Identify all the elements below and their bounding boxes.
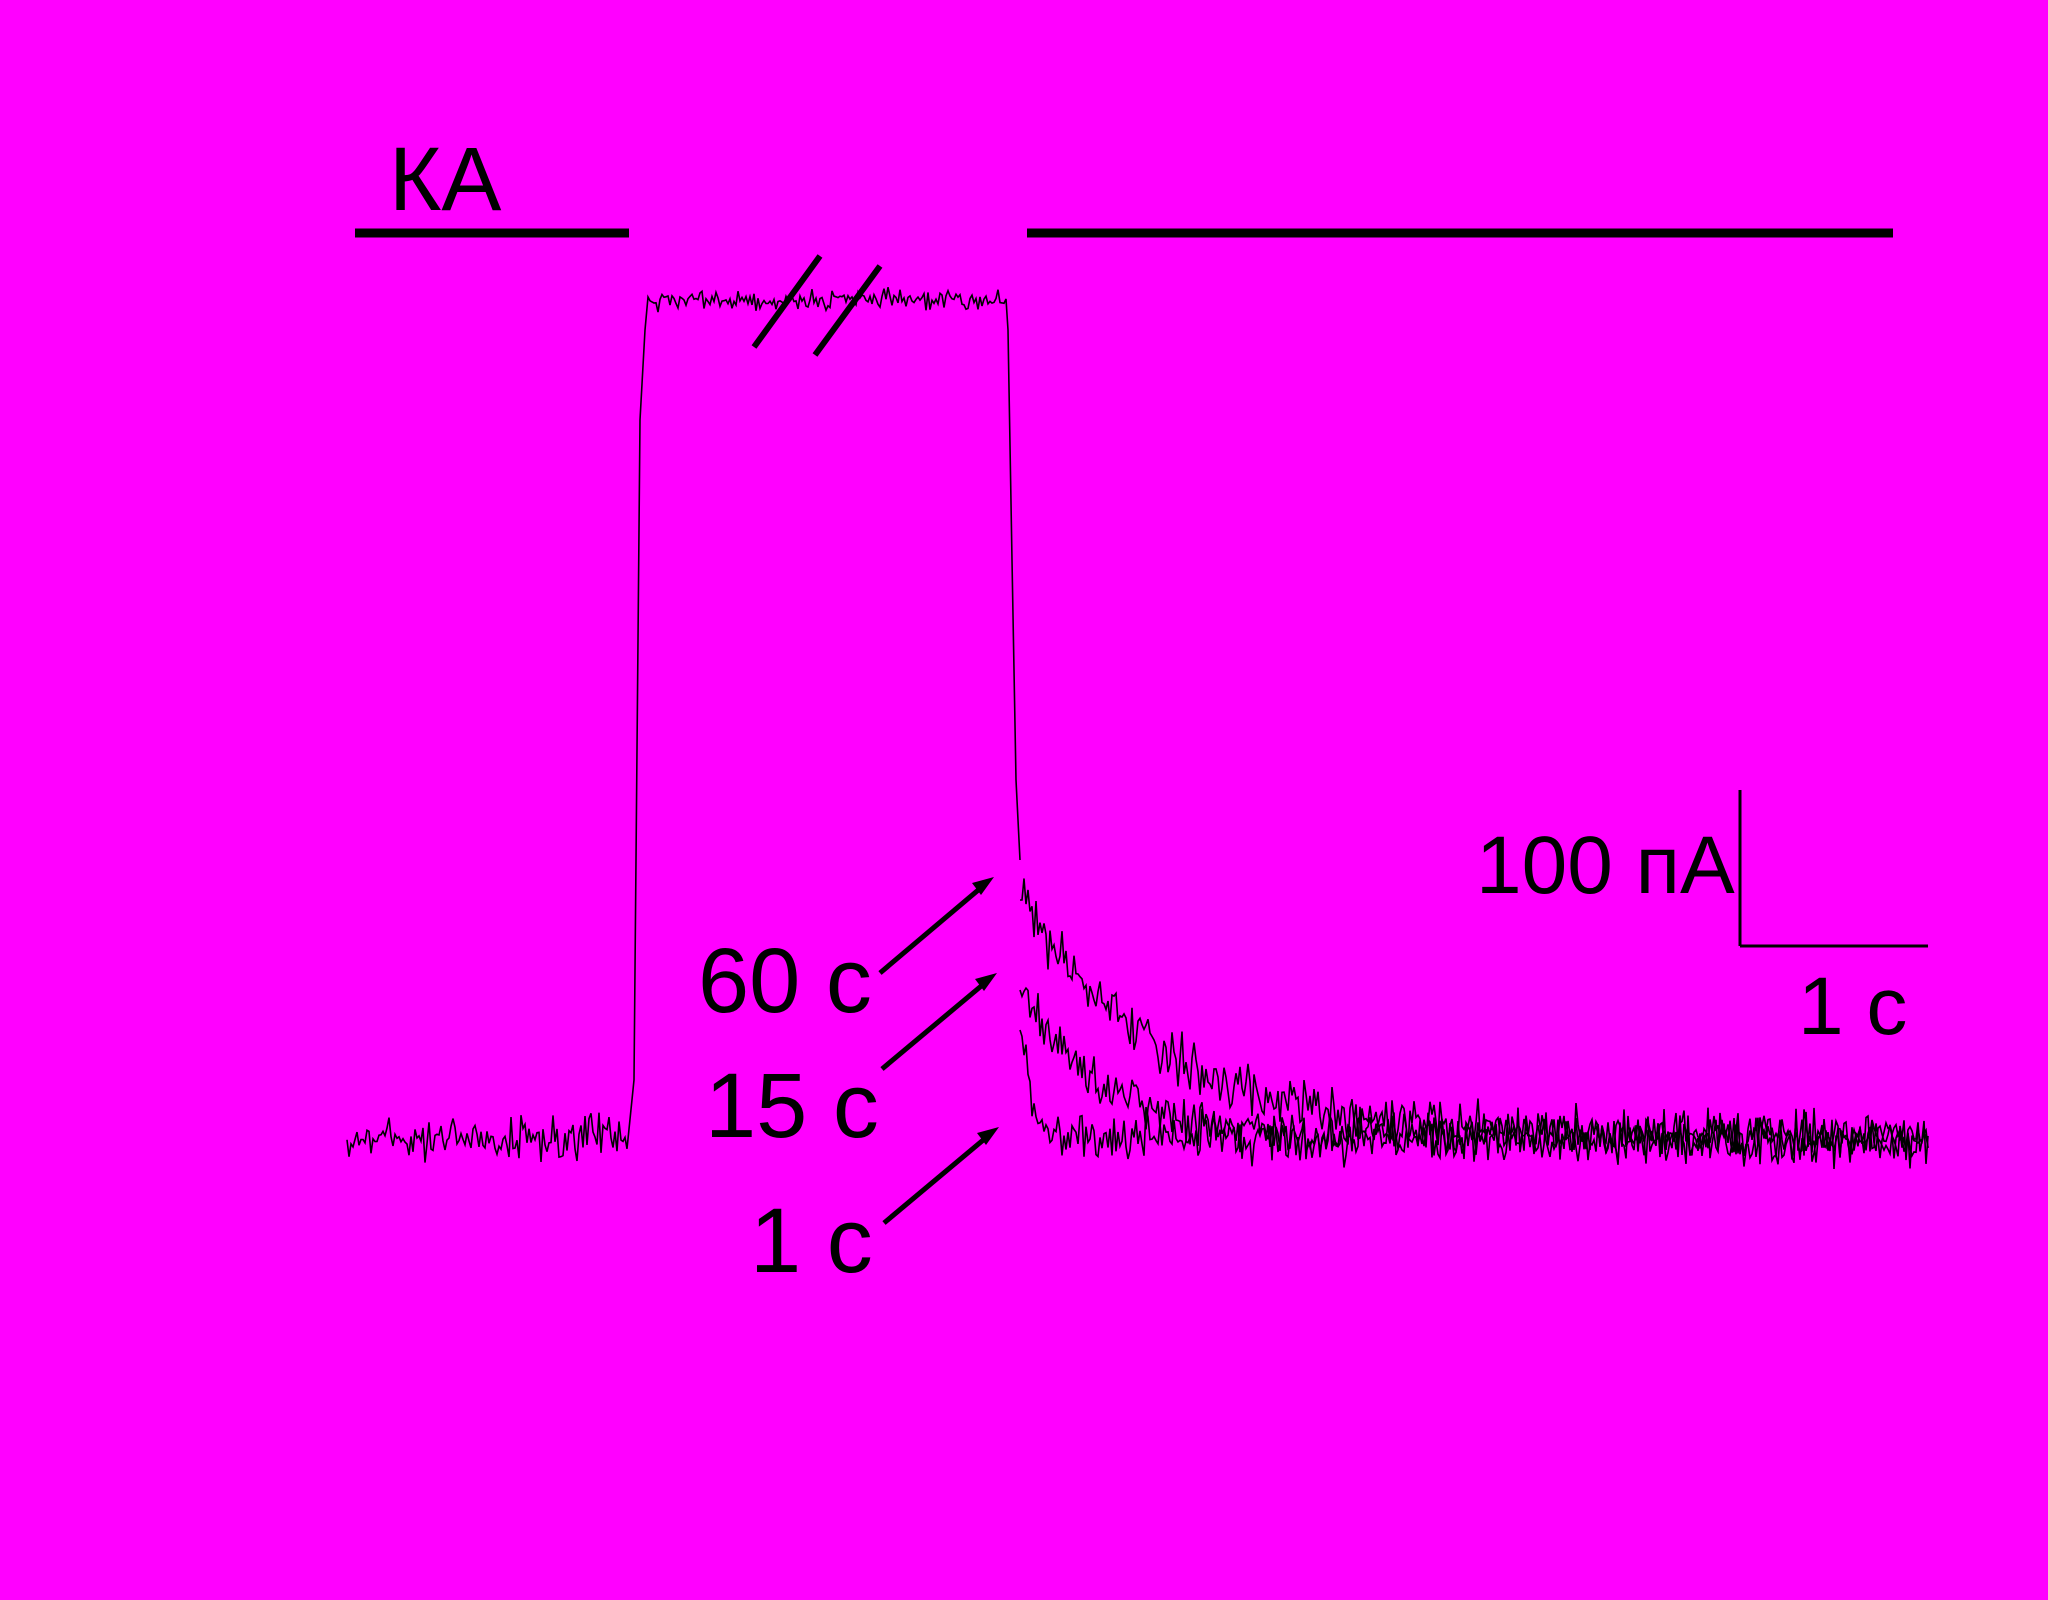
current-traces: [346, 287, 1929, 1170]
trace-recovery-15s: [1019, 986, 1929, 1169]
axis-break-mark-1: [751, 254, 823, 349]
interval-label-15s: 15 с: [705, 1055, 879, 1157]
arrow-60s: [878, 877, 994, 975]
axis-break-mark-2: [812, 264, 883, 357]
scale-time-label: 1 с: [1798, 961, 1908, 1052]
interval-label-60s: 60 с: [698, 930, 872, 1032]
arrow-15s: [880, 973, 997, 1071]
scale-current-label: 100 пА: [1476, 820, 1735, 911]
trace-main: [346, 287, 1021, 1163]
agonist-label: КА: [389, 130, 502, 230]
interval-label-1s: 1 с: [750, 1190, 873, 1292]
arrow-1s: [882, 1127, 999, 1225]
trace-recovery-60s: [1020, 878, 1929, 1167]
